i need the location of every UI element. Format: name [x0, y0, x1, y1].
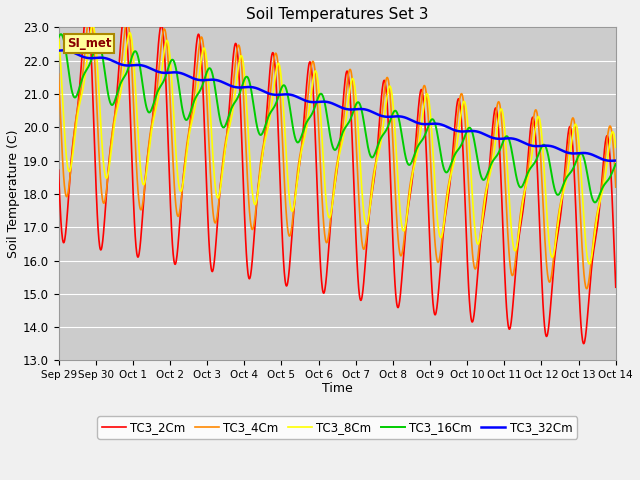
Line: TC3_4Cm: TC3_4Cm [59, 13, 616, 288]
TC3_2Cm [497, 170, 504, 176]
TC3_2Cm [424, 192, 432, 197]
TC3_2Cm [241, 228, 249, 234]
TC3_16Cm [591, 200, 598, 205]
Legend: TC3_2Cm, TC3_4Cm, TC3_8Cm, TC3_16Cm, TC3_32Cm: TC3_2Cm, TC3_4Cm, TC3_8Cm, TC3_16Cm, TC3… [97, 416, 577, 439]
TC3_32Cm [607, 158, 615, 164]
TC3_8Cm [179, 181, 187, 187]
Line: TC3_2Cm: TC3_2Cm [59, 7, 616, 344]
TC3_8Cm [166, 48, 173, 53]
Line: TC3_32Cm: TC3_32Cm [59, 50, 616, 161]
TC3_32Cm [612, 157, 620, 163]
TC3_32Cm [166, 70, 173, 75]
TC3_16Cm [424, 124, 432, 130]
TC3_8Cm [89, 22, 97, 28]
Line: TC3_16Cm: TC3_16Cm [59, 34, 616, 203]
TC3_4Cm [612, 184, 620, 190]
TC3_2Cm [166, 172, 173, 178]
TC3_32Cm [424, 121, 432, 127]
TC3_4Cm [424, 110, 432, 116]
TC3_2Cm [179, 179, 187, 185]
TC3_4Cm [497, 108, 504, 114]
TC3_16Cm [166, 62, 173, 68]
TC3_2Cm [612, 284, 620, 290]
TC3_16Cm [55, 35, 63, 40]
TC3_8Cm [497, 107, 504, 112]
Line: TC3_8Cm: TC3_8Cm [59, 25, 616, 264]
TC3_32Cm [546, 143, 554, 149]
TC3_2Cm [546, 311, 554, 317]
TC3_16Cm [241, 75, 249, 81]
TC3_4Cm [55, 71, 63, 77]
TC3_2Cm [55, 167, 63, 173]
TC3_4Cm [241, 128, 249, 134]
Text: SI_met: SI_met [67, 37, 111, 50]
TC3_8Cm [424, 93, 432, 98]
TC3_4Cm [546, 279, 554, 285]
TC3_16Cm [546, 162, 554, 168]
X-axis label: Time: Time [322, 382, 353, 395]
TC3_32Cm [60, 48, 67, 53]
TC3_4Cm [583, 286, 591, 291]
TC3_16Cm [179, 109, 187, 115]
TC3_32Cm [241, 84, 249, 90]
Y-axis label: Soil Temperature (C): Soil Temperature (C) [7, 130, 20, 258]
TC3_2Cm [580, 341, 588, 347]
TC3_32Cm [55, 48, 63, 53]
TC3_32Cm [179, 71, 187, 77]
TC3_4Cm [86, 10, 94, 16]
TC3_16Cm [497, 145, 504, 151]
TC3_8Cm [546, 246, 554, 252]
TC3_4Cm [166, 79, 173, 85]
TC3_8Cm [241, 81, 249, 86]
TC3_2Cm [83, 4, 91, 10]
TC3_16Cm [612, 161, 620, 167]
TC3_4Cm [179, 180, 187, 185]
Title: Soil Temperatures Set 3: Soil Temperatures Set 3 [246, 7, 428, 22]
TC3_8Cm [55, 32, 63, 38]
TC3_8Cm [586, 261, 593, 267]
TC3_32Cm [497, 136, 504, 142]
TC3_8Cm [612, 144, 620, 150]
TC3_16Cm [57, 31, 65, 37]
